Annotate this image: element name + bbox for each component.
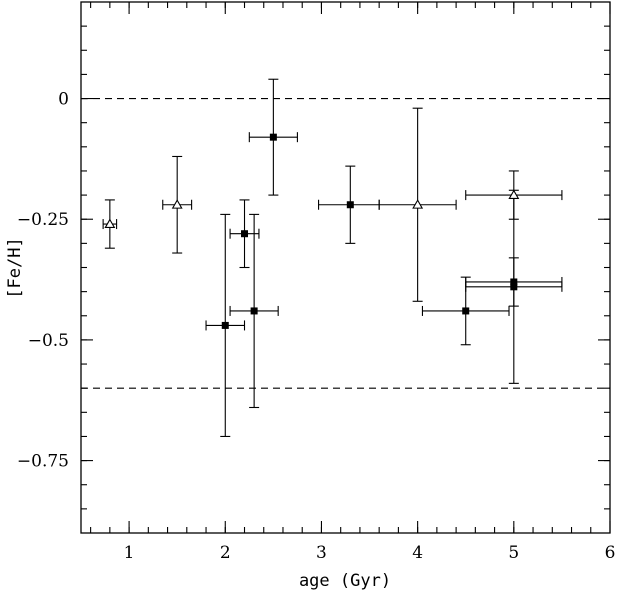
y-tick-label: −0.75: [17, 452, 69, 472]
major-ticks: [81, 2, 611, 533]
y-tick-label: −0.5: [28, 331, 69, 351]
data-point: [465, 170, 563, 220]
y-axis-title: [Fe/H]: [5, 237, 25, 298]
marker-triangle: [412, 199, 424, 209]
reference-lines: [81, 97, 610, 389]
y-tick-label: 0: [58, 90, 69, 110]
x-tick-label: 3: [316, 543, 327, 563]
data-point: [205, 213, 246, 438]
marker-square: [241, 230, 249, 238]
marker-triangle: [104, 218, 116, 228]
minor-ticks: [81, 2, 610, 533]
marker-triangle: [508, 189, 520, 200]
marker-square: [250, 307, 258, 315]
x-tick-label: 2: [220, 543, 231, 563]
x-tick-label: 6: [605, 543, 616, 563]
x-tick-label: 5: [508, 543, 519, 563]
marker-square: [269, 133, 277, 141]
data-point: [102, 199, 118, 249]
marker-triangle: [171, 199, 183, 209]
x-axis-title: age (Gyr): [299, 571, 391, 591]
data-points: [102, 78, 563, 438]
marker-square: [462, 307, 470, 315]
y-tick-label: −0.25: [17, 210, 69, 230]
x-tick-label: 1: [124, 543, 135, 563]
data-point: [229, 199, 260, 269]
x-tick-label: 4: [412, 543, 423, 563]
data-point: [248, 78, 298, 196]
data-point: [318, 165, 380, 244]
marker-square: [221, 321, 229, 329]
data-point: [378, 107, 457, 302]
y-tick-labels: 0 −0.25 −0.5 −0.75: [17, 90, 69, 472]
marker-square: [346, 201, 354, 209]
data-point: [229, 213, 279, 409]
data-point: [162, 155, 193, 254]
plot-frame: [80, 1, 611, 534]
marker-square: [510, 283, 518, 291]
data-point: [465, 189, 563, 384]
x-tick-labels: 1 2 3 4 5 6: [124, 543, 616, 563]
